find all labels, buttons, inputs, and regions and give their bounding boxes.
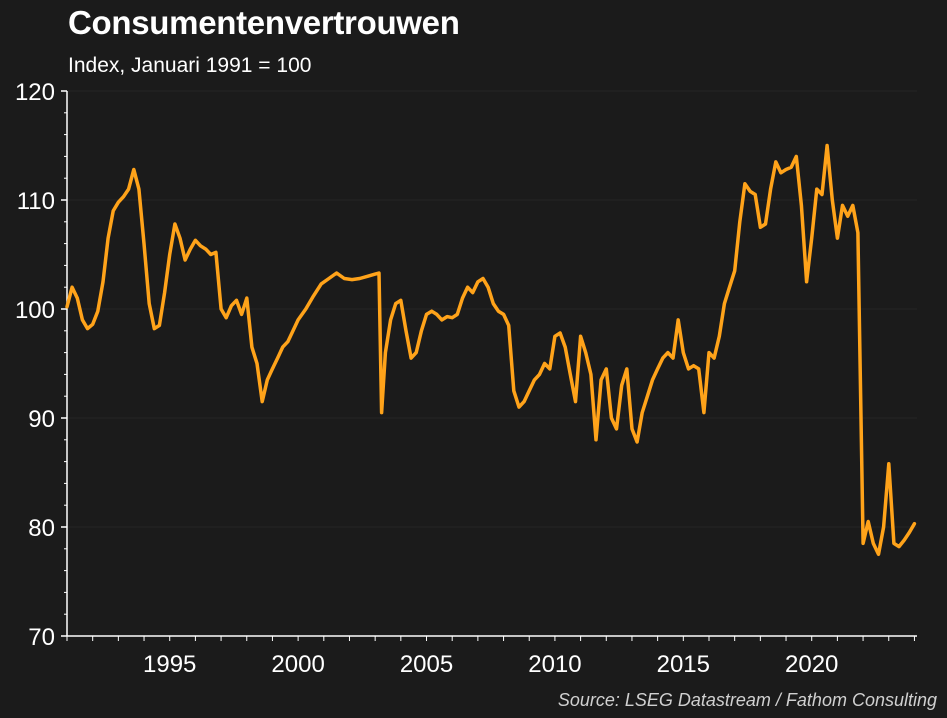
series-line-0 — [65, 143, 917, 557]
axes — [66, 91, 917, 637]
series-group — [65, 143, 917, 557]
y-tick-label-90: 90 — [28, 406, 55, 433]
x-tick-label-2015: 2015 — [657, 651, 710, 678]
x-tick-label-2005: 2005 — [400, 651, 453, 678]
y-tick-label-120: 120 — [15, 79, 55, 106]
chart-title: Consumentenvertrouwen — [68, 4, 460, 41]
x-tick-label-2020: 2020 — [785, 651, 838, 678]
y-axis-ticks: 70 80 90 100 110 120 — [15, 79, 67, 651]
gridlines — [67, 90, 917, 528]
chart-subtitle: Index, Januari 1991 = 100 — [68, 54, 312, 77]
y-tick-label-80: 80 — [28, 515, 55, 542]
x-tick-label-2000: 2000 — [271, 651, 324, 678]
y-tick-label-100: 100 — [15, 297, 55, 324]
source-note: Source: LSEG Datastream / Fathom Consult… — [557, 690, 937, 710]
x-tick-label-1995: 1995 — [143, 651, 196, 678]
y-tick-label-110: 110 — [17, 188, 55, 215]
x-tick-label-2010: 2010 — [528, 651, 581, 678]
y-tick-label-70: 70 — [28, 624, 55, 651]
x-axis-ticks: 1995 2000 2005 2010 2015 2020 — [66, 636, 915, 678]
